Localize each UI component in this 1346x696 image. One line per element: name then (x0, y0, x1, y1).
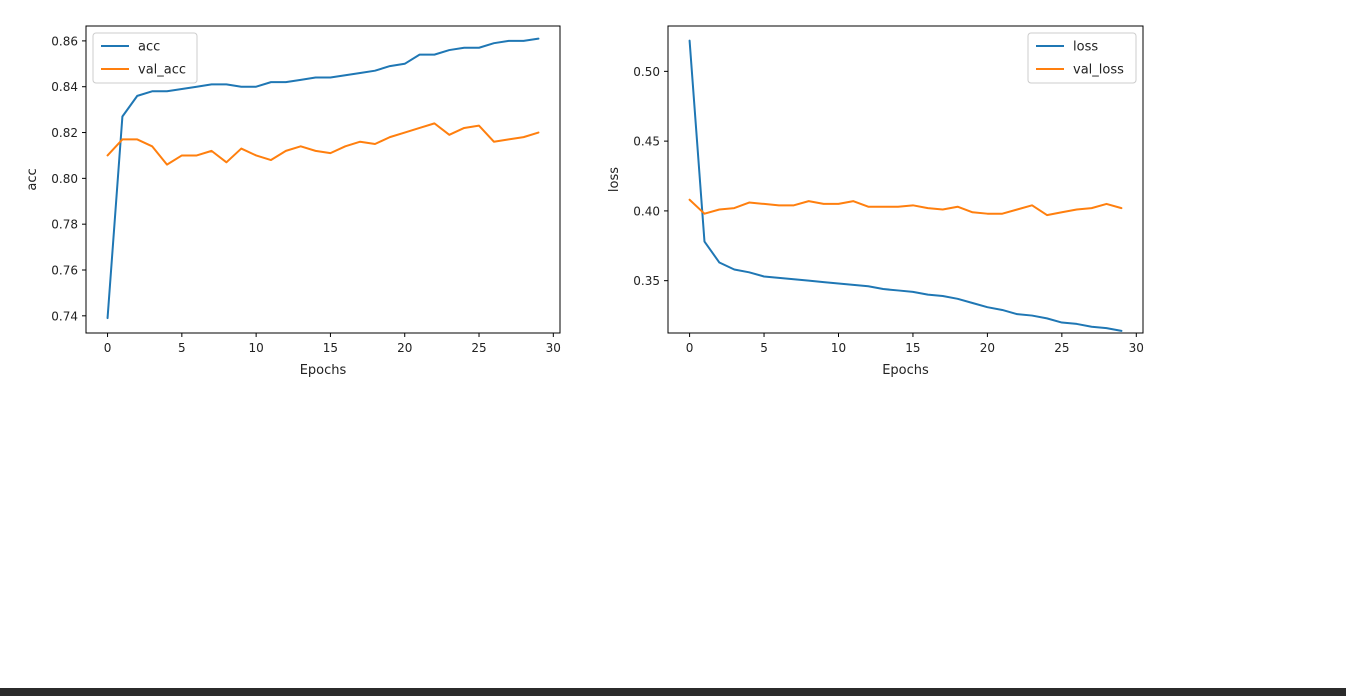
legend-label-val_loss: val_loss (1073, 63, 1124, 78)
bottom-bar (0, 688, 1346, 696)
x-tick-label: 30 (546, 341, 561, 355)
x-tick-label: 0 (104, 341, 112, 355)
y-tick-label: 0.50 (633, 65, 660, 79)
y-axis-label: loss (607, 167, 622, 192)
axes-frame (85, 25, 561, 334)
x-axis-label: Epochs (300, 363, 347, 378)
x-axis-label: Epochs (882, 363, 929, 378)
x-tick-label: 30 (1129, 341, 1144, 355)
x-tick-label: 10 (831, 341, 846, 355)
x-tick-label: 25 (471, 341, 486, 355)
x-tick-label: 20 (397, 341, 412, 355)
series-line-acc (106, 37, 540, 320)
y-tick-label: 0.82 (51, 126, 78, 140)
series-line-val_loss (688, 198, 1123, 217)
accuracy-chart: 0 5 10 15 20 25 30 0.74 0.76 0.78 0.80 0.82 0.84 0.86… (25, 25, 561, 378)
y-tick-label: 0.74 (51, 309, 78, 323)
x-tick-label: 5 (178, 341, 186, 355)
x-tick-label: 15 (323, 341, 338, 355)
y-tick-label: 0.86 (51, 34, 78, 48)
y-tick-label: 0.40 (633, 204, 660, 218)
legend-label-loss: loss (1073, 40, 1098, 55)
y-tick-label: 0.45 (633, 135, 660, 149)
legend-label-val_acc: val_acc (138, 63, 186, 78)
x-tick-label: 20 (980, 341, 995, 355)
y-tick-label: 0.35 (633, 274, 660, 288)
x-tick-label: 25 (1054, 341, 1069, 355)
y-tick-label: 0.78 (51, 218, 78, 232)
legend-label-acc: acc (138, 40, 160, 55)
y-tick-label: 0.84 (51, 80, 78, 94)
x-tick-label: 0 (686, 341, 694, 355)
x-tick-label: 15 (905, 341, 920, 355)
axes-frame (667, 25, 1144, 334)
series-line-val_acc (106, 122, 540, 166)
y-tick-label: 0.76 (51, 263, 78, 277)
x-tick-label: 10 (248, 341, 263, 355)
y-axis-label: acc (25, 168, 40, 190)
loss-chart: 0 5 10 15 20 25 30 0.35 0.40 0.45 0.50 Epochs loss lo… (607, 25, 1144, 378)
y-tick-label: 0.80 (51, 172, 78, 186)
x-tick-label: 5 (760, 341, 768, 355)
series-line-loss (688, 39, 1123, 332)
